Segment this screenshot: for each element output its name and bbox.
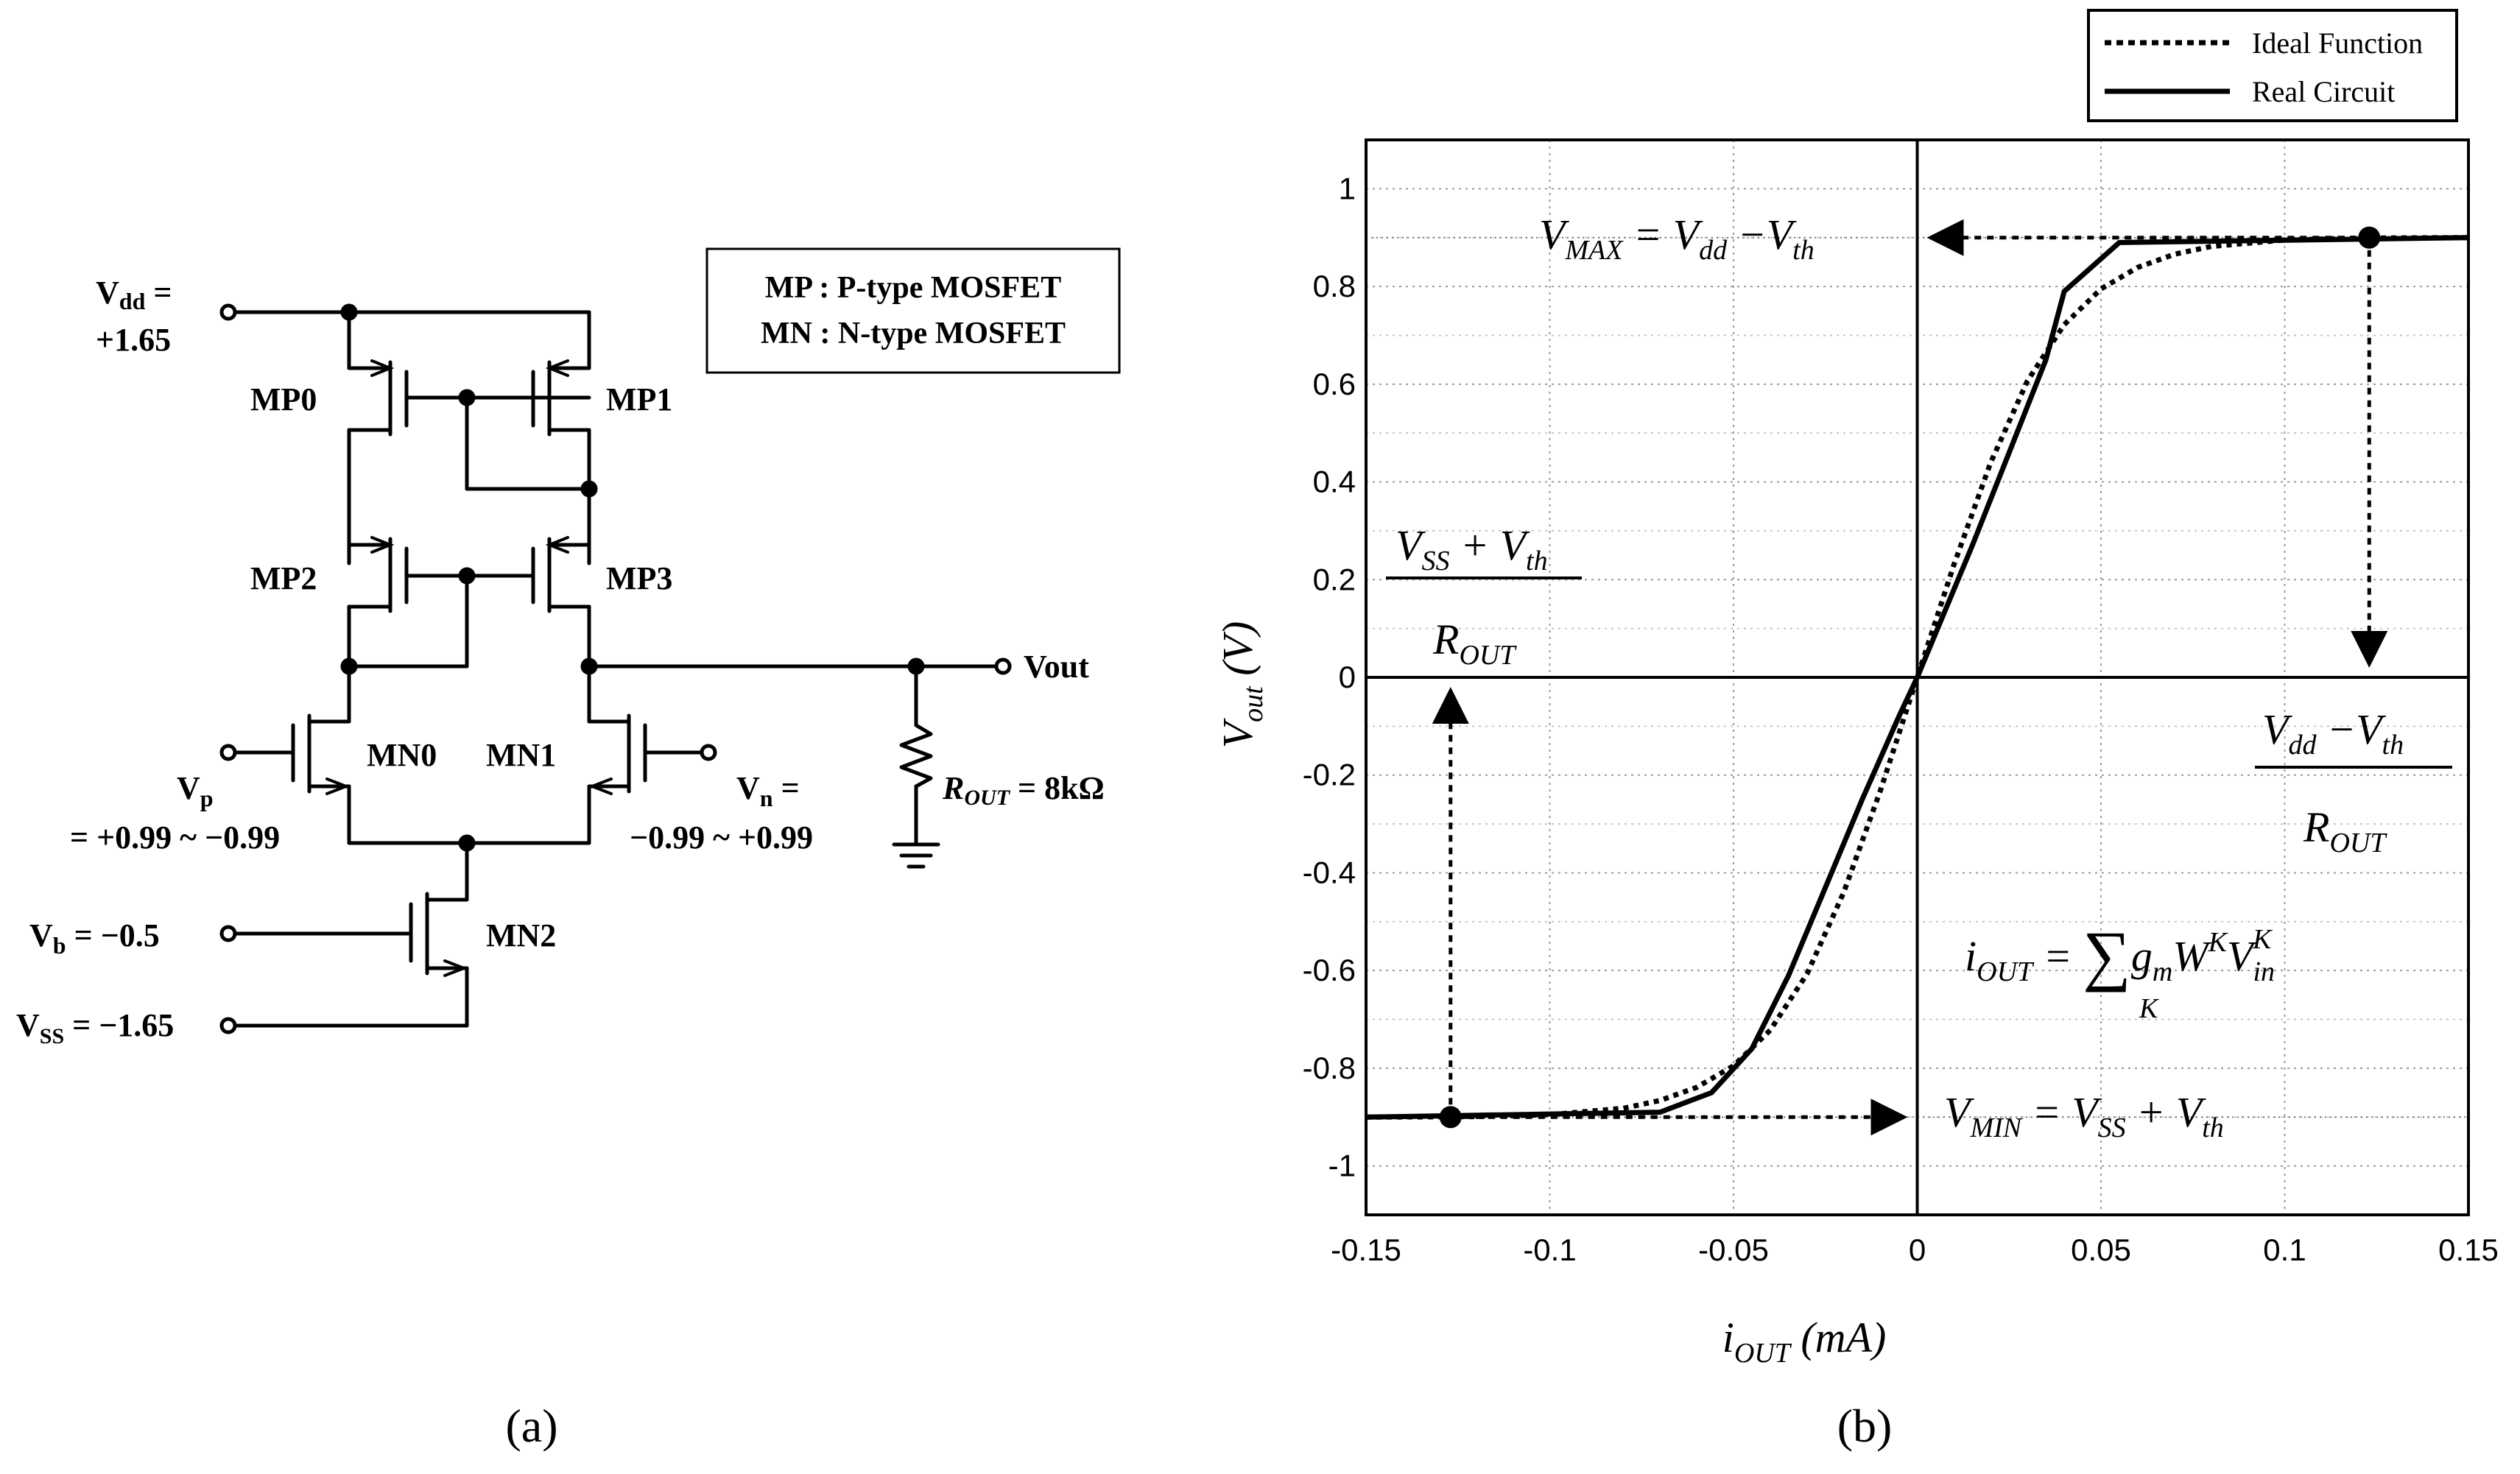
vdd-value: +1.65 xyxy=(96,322,171,358)
resistor-rout xyxy=(892,664,940,869)
circuit-schematic xyxy=(219,303,1012,1034)
y-axis-label: Vout (V) xyxy=(1214,621,1269,749)
series-real-circuit xyxy=(1365,235,2469,1120)
iout-pos-numerator: Vdd −Vth xyxy=(2262,705,2404,761)
vp-value: = +0.99 ~ −0.99 xyxy=(70,819,280,856)
chart-legend: Ideal Function Real Circuit xyxy=(2087,9,2458,122)
label-mp3: MP3 xyxy=(606,560,672,596)
transfer-chart: -0.15 -0.1 -0.05 0 0.05 0.1 0.15 -1 -0.8 -0.6 -0.4… xyxy=(1303,138,2499,1267)
label-mn1: MN1 xyxy=(486,737,556,773)
label-mp0: MP0 xyxy=(250,381,317,417)
caption-b: (b) xyxy=(1837,1400,1893,1452)
transistor-mp3 xyxy=(465,536,591,669)
vb-label: Vb = −0.5 xyxy=(29,917,160,959)
tick-labels: -0.15 -0.1 -0.05 0 0.05 0.1 0.15 -1 -0.8 -0.6 -0.4… xyxy=(1303,171,2499,1267)
iout-pos-denominator: ROUT xyxy=(2303,803,2387,858)
transistor-mn1 xyxy=(587,664,705,845)
vb-terminal xyxy=(219,925,237,942)
label-mn0: MN0 xyxy=(367,737,437,773)
vp-terminal xyxy=(219,744,237,761)
y-tick-label: 0.4 xyxy=(1313,465,1356,499)
plot-frame xyxy=(1365,138,2470,1216)
rout-label: ROUT = 8kΩ xyxy=(942,770,1105,810)
transistor-mp1 xyxy=(465,310,591,565)
y-tick-label: -1 xyxy=(1328,1149,1356,1183)
vmin-point xyxy=(1439,1106,1462,1129)
y-tick-label: 1 xyxy=(1339,171,1356,205)
transistor-mp2 xyxy=(347,536,529,669)
y-tick-label: 0 xyxy=(1339,660,1356,694)
legend-label-ideal: Ideal Function xyxy=(2252,27,2423,60)
vss-terminal xyxy=(219,1017,237,1034)
x-axis-label: iOUT (mA) xyxy=(1722,1313,1887,1369)
x-tick-label: -0.15 xyxy=(1331,1233,1401,1267)
vn-terminal xyxy=(700,744,717,761)
y-tick-label: 0.6 xyxy=(1313,367,1356,401)
y-tick-label: 0.2 xyxy=(1313,562,1356,596)
vout-terminal xyxy=(994,657,1012,675)
vdd-label: Vdd = xyxy=(96,275,172,314)
iout-neg-numerator: VSS + Vth xyxy=(1395,521,1548,576)
series-layer xyxy=(1365,235,2469,1120)
mosfet-legend-box xyxy=(705,247,1121,374)
x-tick-label: 0.05 xyxy=(2071,1233,2131,1267)
markers xyxy=(1432,219,2388,1136)
vss-label: VSS = −1.65 xyxy=(16,1007,174,1048)
vn-value: −0.99 ~ +0.99 xyxy=(630,819,813,856)
transistor-mn0 xyxy=(232,664,351,845)
x-tick-label: -0.05 xyxy=(1698,1233,1769,1267)
y-tick-label: -0.2 xyxy=(1303,758,1356,792)
iout-formula: iOUT = ∑gmWKVinK xyxy=(1965,917,2275,992)
y-tick-label: -0.8 xyxy=(1303,1051,1356,1085)
legend-line-mn: MN : N-type MOSFET xyxy=(761,317,1066,350)
y-tick-label: -0.6 xyxy=(1303,953,1356,987)
vmin-annotation: VMIN = VSS + Vth xyxy=(1944,1088,2224,1143)
y-tick-label: 0.8 xyxy=(1313,269,1356,303)
formula-sum-index: K xyxy=(2139,993,2159,1024)
vp-label: Vp xyxy=(177,770,214,811)
vmax-annotation: VMAX = Vdd −Vth xyxy=(1539,211,1815,266)
axes xyxy=(1365,138,2470,1216)
x-tick-label: 0.1 xyxy=(2263,1233,2306,1267)
iout-neg-denominator: ROUT xyxy=(1432,616,1517,671)
y-tick-label: -0.4 xyxy=(1303,855,1356,889)
mp1-drain-node xyxy=(580,480,598,498)
legend-label-real: Real Circuit xyxy=(2252,75,2395,108)
x-tick-label: 0 xyxy=(1909,1233,1926,1267)
x-tick-label: -0.1 xyxy=(1523,1233,1576,1267)
transistor-mp0 xyxy=(347,310,591,565)
chart-legend-box xyxy=(2087,9,2458,122)
label-mp2: MP2 xyxy=(250,560,317,596)
transistor-mn2 xyxy=(232,841,469,1028)
label-mp1: MP1 xyxy=(606,381,672,417)
vout-label: Vout xyxy=(1024,649,1089,685)
series-ideal-function xyxy=(1365,235,2469,1120)
label-mn2: MN2 xyxy=(486,917,556,953)
vmax-point xyxy=(2358,226,2381,249)
vdd-terminal xyxy=(219,303,237,321)
legend-line-mp: MP : P-type MOSFET xyxy=(765,271,1061,305)
x-tick-label: 0.15 xyxy=(2438,1233,2499,1267)
vn-label: Vn = xyxy=(736,770,800,811)
caption-a: (a) xyxy=(505,1400,557,1452)
